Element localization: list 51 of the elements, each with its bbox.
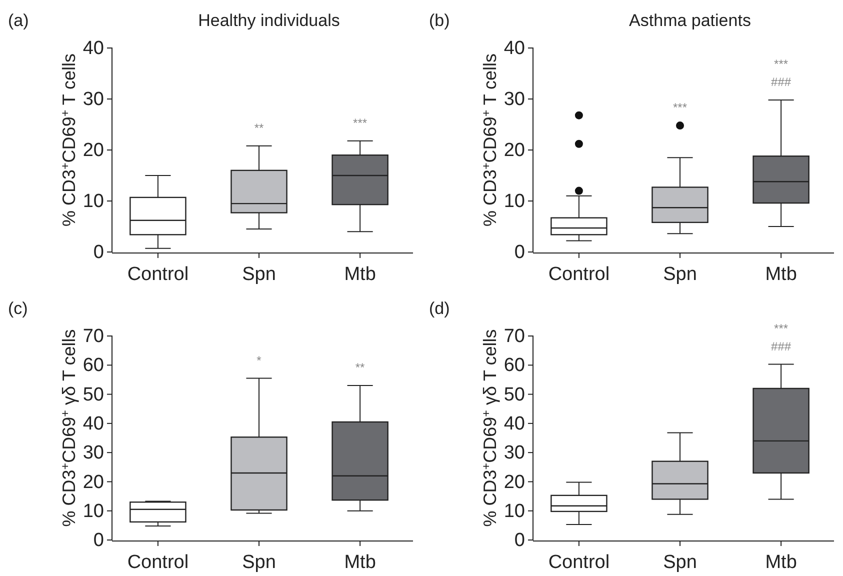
y-tick-label: 0 <box>93 530 104 552</box>
y-tick-label: 0 <box>514 242 525 264</box>
y-tick-label: 40 <box>82 414 104 435</box>
chart-title: Asthma patients <box>629 11 751 30</box>
y-tick-label: 30 <box>504 89 525 110</box>
y-tick-label: 30 <box>82 89 104 110</box>
y-tick-label: 70 <box>504 326 525 348</box>
y-tick-label: 20 <box>82 140 104 162</box>
y-tick-label: 50 <box>504 384 525 406</box>
y-tick-label: 40 <box>504 414 525 435</box>
text: (b) <box>429 11 450 30</box>
y-tick-label: 10 <box>504 500 525 522</box>
annotation: * <box>256 353 262 368</box>
chart-title: Healthy individuals <box>198 11 340 30</box>
text: (a) <box>8 11 29 30</box>
y-tick-label: 40 <box>504 38 525 60</box>
x-tick-label: Mtb <box>344 552 376 573</box>
y-tick-label: 10 <box>82 500 104 522</box>
x-tick-label: Control <box>127 552 189 573</box>
y-tick-label: 20 <box>82 472 104 493</box>
x-tick-label: Mtb <box>344 264 376 285</box>
annotation: *** ### <box>771 321 792 354</box>
annotation: *** ### <box>771 57 792 90</box>
annotation: ** <box>355 360 366 375</box>
y-tick-label: 30 <box>504 442 525 464</box>
y-tick-label: 70 <box>82 326 104 348</box>
annotation: ** <box>254 120 264 135</box>
x-tick-label: Spn <box>663 552 697 573</box>
y-tick-label: 60 <box>504 355 525 376</box>
y-tick-label: 20 <box>504 472 525 493</box>
annotation: *** <box>672 100 688 115</box>
x-tick-label: Mtb <box>765 552 797 573</box>
text: (c) <box>8 299 28 318</box>
y-tick-label: 60 <box>82 355 104 376</box>
x-tick-label: Mtb <box>765 264 797 285</box>
y-tick-label: 30 <box>82 442 104 464</box>
x-tick-label: Spn <box>242 552 276 573</box>
x-tick-label: Control <box>548 264 610 285</box>
text: (d) <box>429 299 450 318</box>
annotation: *** <box>353 116 368 130</box>
y-tick-label: 50 <box>82 384 104 406</box>
x-tick-label: Spn <box>663 264 697 285</box>
y-tick-label: 0 <box>514 530 525 552</box>
y-tick-label: 40 <box>82 38 104 60</box>
y-tick-label: 20 <box>504 140 525 162</box>
y-tick-label: 10 <box>82 191 104 212</box>
x-tick-label: Control <box>127 264 189 285</box>
y-tick-label: 10 <box>504 191 525 212</box>
x-tick-label: Spn <box>242 264 276 285</box>
y-tick-label: 0 <box>93 242 104 264</box>
x-tick-label: Control <box>548 552 610 573</box>
